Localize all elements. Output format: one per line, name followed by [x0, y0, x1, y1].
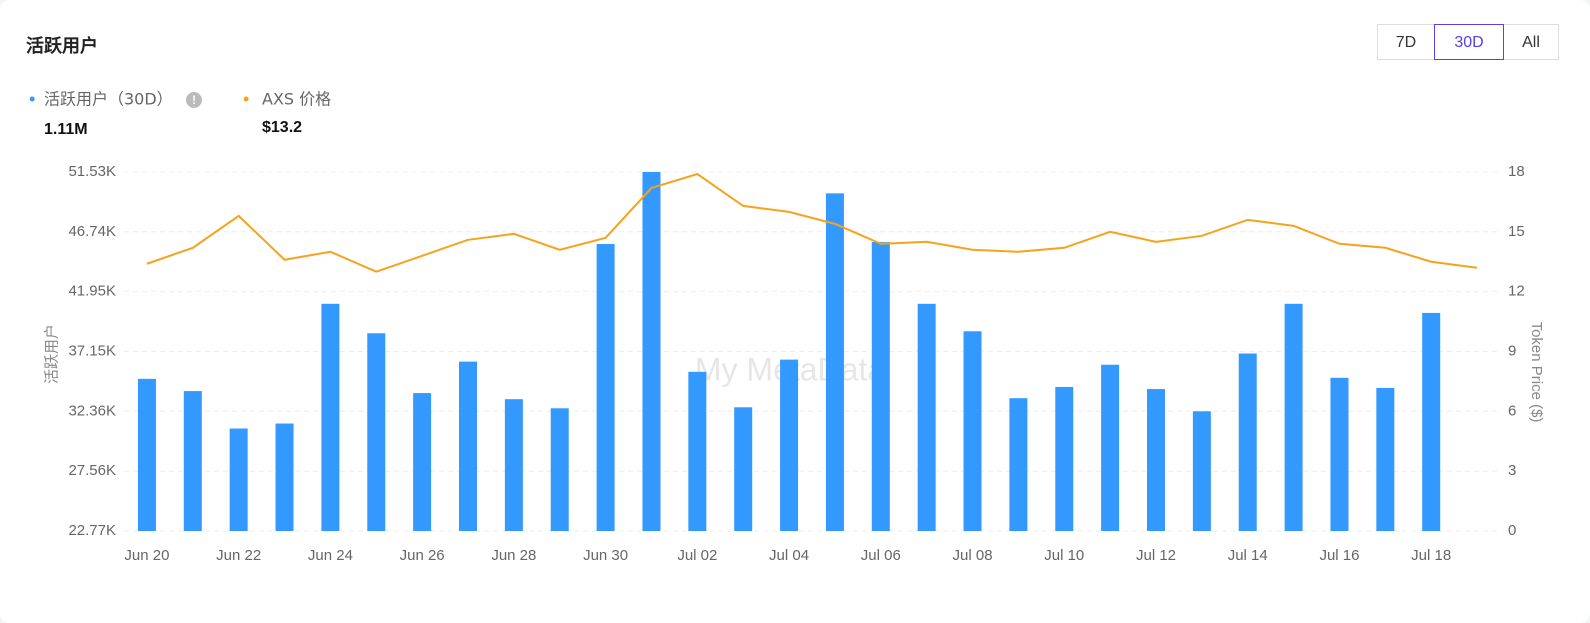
bar — [1284, 303, 1303, 531]
bar — [1422, 312, 1441, 531]
y-tick-label: 22.77K — [68, 522, 116, 539]
bar — [275, 423, 294, 531]
bar — [963, 331, 982, 531]
bar — [1009, 398, 1028, 531]
legend-dot: • — [243, 89, 249, 109]
x-tick-label: Jul 06 — [861, 547, 901, 564]
y2-tick-label: 15 — [1508, 223, 1525, 240]
y2-tick-label: 18 — [1508, 163, 1525, 180]
bar — [1101, 364, 1120, 531]
x-tick-label: Jul 16 — [1319, 547, 1359, 564]
range-button[interactable]: 30D — [1434, 24, 1504, 60]
bar — [734, 407, 753, 531]
legend-label: AXS 价格 — [262, 90, 331, 109]
y-tick-label: 37.15K — [68, 342, 116, 359]
x-tick-label: Jun 28 — [491, 547, 536, 564]
bar — [1192, 411, 1211, 531]
bar — [825, 193, 844, 531]
bar — [917, 303, 936, 531]
x-tick-label: Jul 08 — [953, 547, 993, 564]
bar — [367, 333, 386, 531]
info-icon-mark: ! — [192, 93, 196, 107]
title: 活跃用户 — [26, 36, 98, 57]
y-tick-label: 51.53K — [68, 163, 116, 180]
legend-value: $13.2 — [262, 119, 302, 136]
bar — [1376, 387, 1395, 531]
x-tick-label: Jun 26 — [400, 547, 445, 564]
y-tick-label: 27.56K — [68, 462, 116, 479]
y-tick-label: 32.36K — [68, 402, 116, 419]
x-tick-label: Jul 14 — [1228, 547, 1268, 564]
y2-tick-label: 6 — [1508, 402, 1516, 419]
y-tick-label: 46.74K — [68, 223, 116, 240]
x-tick-label: Jul 18 — [1411, 547, 1451, 564]
y2-tick-label: 9 — [1508, 342, 1516, 359]
bar — [229, 428, 248, 531]
x-tick-label: Jun 30 — [583, 547, 628, 564]
y2-tick-label: 3 — [1508, 462, 1516, 479]
bar — [137, 378, 156, 531]
bar — [1055, 386, 1074, 531]
x-tick-label: Jul 02 — [677, 547, 717, 564]
price-line — [146, 172, 1478, 273]
bar — [413, 393, 432, 531]
bar — [321, 303, 340, 531]
info-icon[interactable] — [186, 92, 202, 108]
bar — [780, 359, 799, 531]
bar — [1330, 377, 1349, 531]
y-axis-title: 活跃用户 — [43, 324, 61, 384]
x-tick-label: Jun 20 — [124, 547, 169, 564]
x-tick-label: Jun 24 — [308, 547, 353, 564]
bar — [871, 242, 890, 531]
bar — [596, 244, 615, 531]
legend-value: 1.11M — [44, 121, 88, 138]
y2-axis-title: Token Price ($) — [1528, 322, 1545, 423]
bar — [688, 371, 707, 531]
y-tick-label: 41.95K — [68, 283, 116, 300]
y2-tick-label: 12 — [1508, 283, 1525, 300]
y2-tick-label: 0 — [1508, 522, 1516, 539]
bar — [504, 399, 523, 531]
bar — [183, 391, 202, 531]
legend-label: 活跃用户（30D） — [44, 90, 173, 109]
bar — [459, 361, 477, 531]
x-tick-label: Jul 10 — [1044, 547, 1084, 564]
bar — [1238, 353, 1257, 531]
x-tick-label: Jul 12 — [1136, 547, 1176, 564]
x-tick-label: Jun 22 — [216, 547, 261, 564]
bar — [1147, 389, 1165, 531]
legend-dot: • — [29, 89, 35, 109]
x-tick-label: Jul 04 — [769, 547, 809, 564]
bar — [642, 172, 661, 531]
bar — [550, 408, 569, 531]
